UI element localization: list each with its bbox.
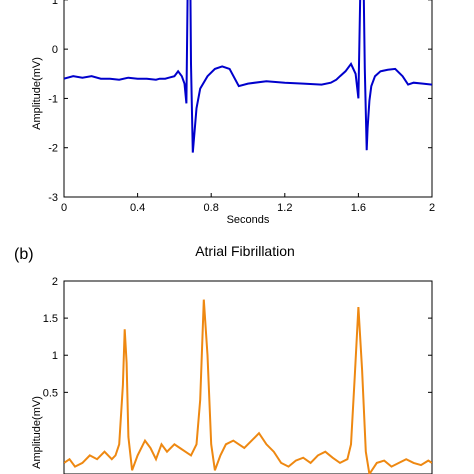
ecg-chart-top: 0 0.4 0.8 1.2 1.6 2 -3 -2 -1 0 1 Seconds Amplitud…: [31, 0, 435, 226]
x-axis-label-top: Seconds: [227, 214, 270, 226]
y-tick-label: -1: [48, 93, 58, 105]
ecg-trace-bottom: [64, 299, 432, 474]
x-tick-label: 1.2: [277, 202, 292, 214]
plot-area-top: [63, 0, 433, 198]
x-tick-label: 0: [61, 202, 67, 214]
chart-title-bottom: Atrial Fibrillation: [195, 243, 295, 259]
y-tick-label: -3: [48, 192, 58, 204]
plot-area-bottom: [63, 280, 433, 474]
y-tick-label: 1: [52, 350, 58, 362]
y-tick-label: 0.5: [43, 387, 58, 399]
y-tick-label: -2: [48, 143, 58, 155]
y-tick-label: 1: [52, 0, 58, 7]
x-tick-label: 1.6: [351, 202, 366, 214]
y-tick-label: 1.5: [43, 313, 58, 325]
y-axis-label-top: Amplitude(mV): [31, 57, 43, 130]
y-tick-label: 2: [52, 276, 58, 288]
x-tick-label: 2: [429, 202, 435, 214]
panel-label-b: (b): [14, 246, 34, 263]
ecg-chart-bottom: 0.511.52-0.5 Amplitude(mV): [31, 276, 433, 474]
x-tick-label: 0.8: [204, 202, 219, 214]
ecg-trace-top: [64, 0, 432, 153]
x-tick-label: 0.4: [130, 202, 145, 214]
y-axis-label-bottom: Amplitude(mV): [31, 396, 43, 469]
y-tick-label: 0: [52, 44, 58, 56]
